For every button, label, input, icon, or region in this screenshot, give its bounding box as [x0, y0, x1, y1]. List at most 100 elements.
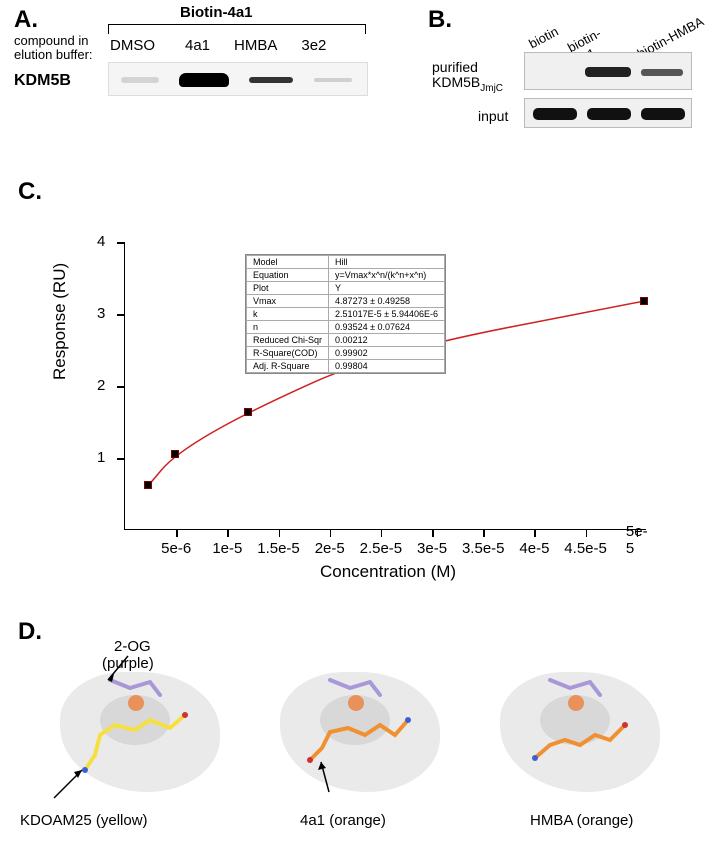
xticklabel: 2e-5: [315, 540, 345, 557]
band-b1-3: [641, 69, 683, 76]
xticklabel: 5e-6: [161, 540, 191, 557]
yticklabel: 1: [97, 449, 105, 466]
stats-box: ModelHillEquationy=Vmax*x^n/(k^n+x^n)Plo…: [245, 254, 446, 374]
hmba-stick: [535, 725, 625, 758]
yticklabel: 4: [97, 233, 105, 250]
ytick: [117, 386, 125, 388]
stats-cell: Vmax: [247, 295, 329, 308]
stats-cell: 0.99804: [329, 360, 445, 373]
yticklabel: 2: [97, 377, 105, 394]
lane-a-3: 3e2: [301, 37, 326, 54]
data-point: [244, 408, 252, 416]
x-axis-label: Concentration (M): [320, 562, 456, 582]
xtick: [586, 529, 588, 537]
stats-cell: R-Square(COD): [247, 347, 329, 360]
stats-cell: Hill: [329, 256, 445, 269]
lane-labels-a: DMSO 4a1 HMBA 3e2: [110, 37, 326, 54]
kdoam-stick: [85, 715, 185, 770]
xtick: [381, 529, 383, 537]
d-row: 2-OG(purple): [30, 640, 690, 830]
xtick: [227, 529, 229, 537]
plot-area: 1234 5e-61e-51.5e-52e-52.5e-53e-53.5e-54…: [124, 242, 646, 530]
chart: Response (RU) Concentration (M) 1234 5e-…: [60, 230, 670, 580]
data-point: [640, 297, 648, 305]
stats-row: Equationy=Vmax*x^n/(k^n+x^n): [247, 269, 445, 282]
xticklabel: 1.5e-5: [257, 540, 300, 557]
jmjc-sub: JmjC: [480, 83, 503, 94]
biotin-header: Biotin-4a1: [180, 4, 253, 21]
xticklabel: 3e-5: [417, 540, 447, 557]
stats-cell: Adj. R-Square: [247, 360, 329, 373]
bracket-a: [108, 24, 366, 34]
stats-cell: Y: [329, 282, 445, 295]
xtick: [432, 529, 434, 537]
xticklabel: 4e-5: [519, 540, 549, 557]
purified-2: KDM5BJmjC: [432, 75, 503, 94]
stats-cell: Plot: [247, 282, 329, 295]
kdm5b-label: KDM5B: [14, 72, 71, 90]
ytick: [117, 458, 125, 460]
stats-cell: Equation: [247, 269, 329, 282]
stats-row: PlotY: [247, 282, 445, 295]
band-input-1: [533, 108, 577, 120]
band-3e2: [314, 78, 352, 82]
band-4a1: [179, 73, 229, 87]
stats-cell: k: [247, 308, 329, 321]
stats-row: R-Square(COD)0.99902: [247, 347, 445, 360]
structure-hmba: [480, 640, 680, 820]
stats-row: ModelHill: [247, 256, 445, 269]
panel-b-label: B.: [428, 6, 452, 34]
xticklabel: 1e-5: [212, 540, 242, 557]
ligand-svg-3: [480, 640, 680, 820]
stats-cell: y=Vmax*x^n/(k^n+x^n): [329, 269, 445, 282]
band-b1-2: [585, 67, 631, 77]
xtick: [330, 529, 332, 537]
band-dmso: [121, 77, 159, 83]
panel-c-label: C.: [18, 178, 42, 206]
purified-label: purified KDM5BJmjC: [432, 60, 503, 94]
stats-cell: 4.87273 ± 0.49258: [329, 295, 445, 308]
panel-a-label: A.: [14, 6, 38, 34]
xticklabel: 3.5e-5: [462, 540, 505, 557]
band-hmba: [249, 77, 293, 83]
lane-a-0: DMSO: [110, 37, 155, 54]
elution-line2: elution buffer:: [14, 48, 93, 62]
xtick: [279, 529, 281, 537]
yticklabel: 3: [97, 305, 105, 322]
purified-1: purified: [432, 60, 503, 75]
lane-b-0: biotin: [526, 24, 560, 52]
blot-b1: [524, 52, 692, 90]
arrow-2og: [100, 654, 130, 684]
stats-cell: 0.93524 ± 0.07624: [329, 321, 445, 334]
4a1-stick: [310, 720, 408, 760]
annot-kdoam: KDOAM25 (yellow): [20, 812, 148, 829]
xtick: [534, 529, 536, 537]
input-label: input: [478, 108, 508, 124]
stats-cell: n: [247, 321, 329, 334]
structure-4a1: [260, 640, 460, 820]
stats-row: k2.51017E-5 ± 5.94406E-6: [247, 308, 445, 321]
data-point: [144, 481, 152, 489]
stats-row: Adj. R-Square0.99804: [247, 360, 445, 373]
stats-row: n0.93524 ± 0.07624: [247, 321, 445, 334]
ytick: [117, 314, 125, 316]
annot-hmba: HMBA (orange): [530, 812, 633, 829]
y-axis-label: Response (RU): [50, 263, 70, 380]
data-point: [171, 450, 179, 458]
stats-table: ModelHillEquationy=Vmax*x^n/(k^n+x^n)Plo…: [246, 255, 445, 373]
elution-label: compound in elution buffer:: [14, 34, 93, 63]
og-stick-2: [330, 680, 380, 695]
stats-cell: Model: [247, 256, 329, 269]
stats-row: Vmax4.87273 ± 0.49258: [247, 295, 445, 308]
structure-kdoam: 2-OG(purple): [40, 640, 240, 820]
stats-cell: Reduced Chi-Sqr: [247, 334, 329, 347]
ligand-svg-2: [260, 640, 460, 820]
xticklabel: 4.5e-5: [564, 540, 607, 557]
stats-row: Reduced Chi-Sqr0.00212: [247, 334, 445, 347]
stats-cell: 2.51017E-5 ± 5.94406E-6: [329, 308, 445, 321]
blot-a: [108, 62, 368, 96]
xtick: [176, 529, 178, 537]
band-input-3: [641, 108, 685, 120]
elution-line1: compound in: [14, 34, 93, 48]
ytick: [117, 242, 125, 244]
